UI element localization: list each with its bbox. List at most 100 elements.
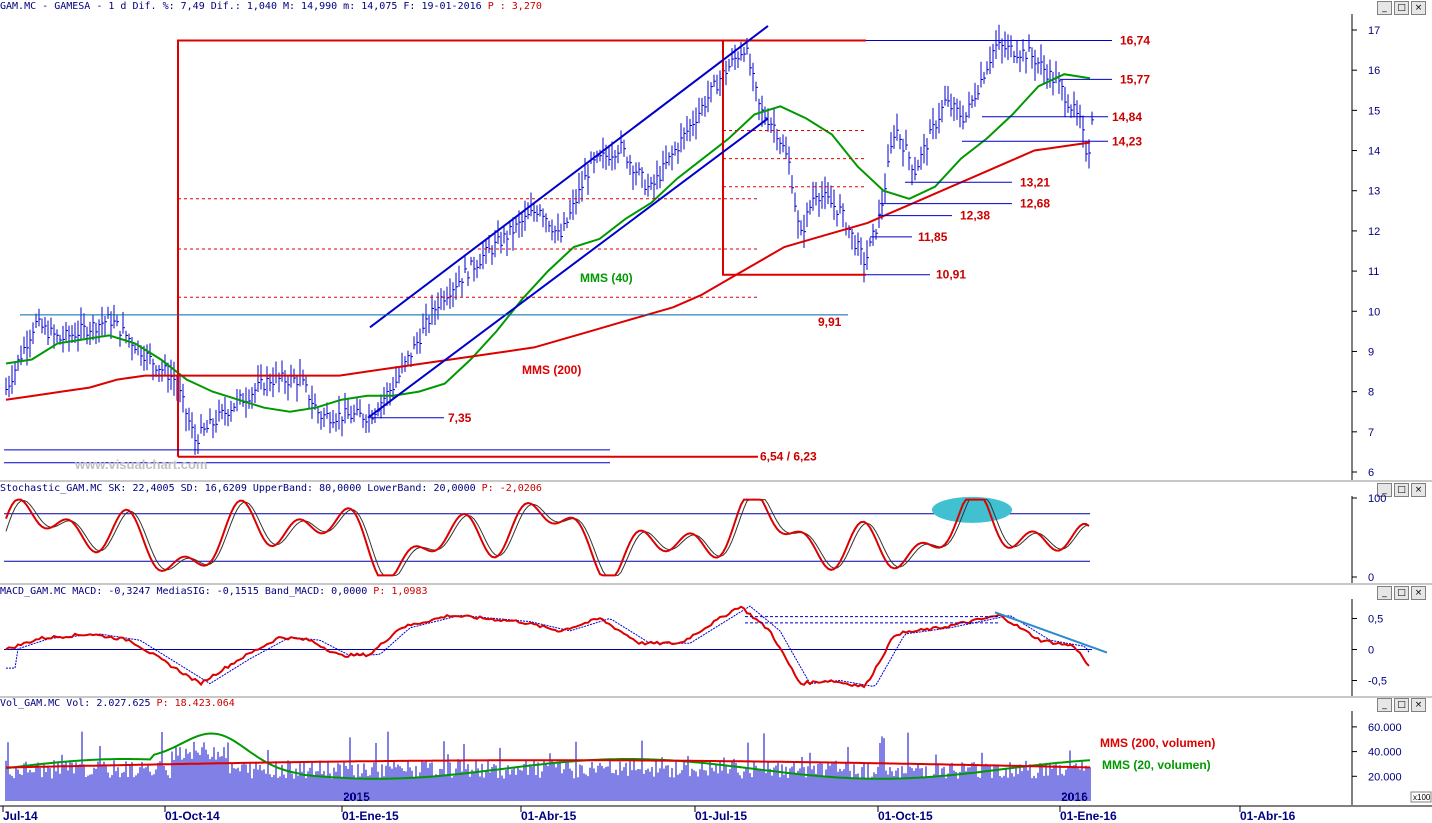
volume-mms20-line — [5, 732, 1091, 780]
price-tick-label: 9 — [1368, 346, 1374, 358]
price-tick-label: 7 — [1368, 427, 1374, 439]
panel-separator — [0, 696, 1432, 698]
price-tick-label: 12 — [1368, 226, 1380, 238]
box-left-red — [177, 39, 866, 457]
series-line-mms200 — [5, 141, 1091, 401]
stochastic-panel-header: Stochastic_GAM.MC SK: 22,4005 SD: 16,620… — [0, 482, 542, 496]
volume-tick-label: 40.000 — [1368, 747, 1402, 759]
unit-label: x100 — [1413, 793, 1431, 802]
series-line-mms40 — [5, 73, 1091, 413]
unit-box — [1410, 791, 1432, 803]
volume-tick-label: 60.000 — [1368, 722, 1402, 734]
close-icon[interactable]: × — [1411, 1, 1426, 15]
volume-mms200-line — [5, 759, 1090, 769]
watermark: www.visualchart.com — [74, 457, 207, 472]
x-tick-label: 01-Abr-16 — [1240, 809, 1296, 823]
macd-line — [5, 605, 1090, 689]
year-label: 2015 — [343, 790, 370, 804]
symbol-label: GAM.MC — [0, 1, 37, 12]
level-label: 14,23 — [1112, 134, 1142, 148]
level-label: 6,54 / 6,23 — [760, 450, 817, 464]
period-label: 1 d — [108, 1, 127, 12]
price-tick-label: 16 — [1368, 65, 1380, 77]
name-label: GAMESA — [54, 1, 91, 12]
maximize-icon[interactable]: □ — [1394, 483, 1409, 497]
stochastic-window-controls: _ □ × — [1377, 483, 1426, 497]
close-icon[interactable]: × — [1411, 698, 1426, 712]
x-tick-label: 01-Oct-15 — [878, 809, 933, 823]
volume-window-controls: _ □ × — [1377, 698, 1426, 712]
price-tick-label: 14 — [1368, 146, 1380, 158]
x-tick-label: Jul-14 — [3, 809, 38, 823]
level-label: 15,77 — [1120, 72, 1150, 86]
x-tick-label: 01-Ene-15 — [342, 809, 399, 823]
macd-p: P: 1,0983 — [373, 586, 428, 597]
minimize-icon[interactable]: _ — [1377, 586, 1392, 600]
stoch-tick-label: 100 — [1368, 493, 1386, 505]
stochastic-title: Stochastic_GAM.MC SK: 22,4005 SD: 16,620… — [0, 483, 476, 494]
level-label: 12,38 — [960, 209, 990, 223]
level-label: 11,85 — [918, 230, 948, 244]
price-bars — [5, 24, 1094, 455]
price-window-controls: _ □ × — [1377, 1, 1426, 15]
price-tick-label: 10 — [1368, 306, 1380, 318]
year-label: 2016 — [1061, 790, 1088, 804]
macd-tick-label: -0,5 — [1368, 676, 1387, 688]
stoch-sk-line — [5, 498, 1090, 577]
channel-lower — [367, 117, 769, 419]
x-tick-label: 01-Abr-15 — [521, 809, 577, 823]
panel-separator — [0, 583, 1432, 585]
stoch-highlight — [932, 496, 1012, 523]
price-tick-label: 15 — [1368, 105, 1380, 117]
maximize-icon[interactable]: □ — [1394, 586, 1409, 600]
box-right-red — [722, 40, 866, 276]
panel-separator — [0, 480, 1432, 482]
x-tick-label: 01-Oct-14 — [165, 809, 220, 823]
maximize-icon[interactable]: □ — [1394, 698, 1409, 712]
price-tick-label: 8 — [1368, 387, 1374, 399]
stoch-sd-line — [5, 499, 1090, 576]
close-icon[interactable]: × — [1411, 586, 1426, 600]
x-tick-label: 01-Jul-15 — [695, 809, 747, 823]
volume-title: Vol_GAM.MC Vol: 2.027.625 — [0, 698, 151, 709]
stochastic-p: P: -2,0206 — [481, 483, 542, 494]
macd-signal-line — [6, 605, 1090, 687]
maximize-icon[interactable]: □ — [1394, 1, 1409, 15]
macd-tick-label: 0,5 — [1368, 614, 1383, 626]
stats-label: Dif. %: 7,49 Dif.: 1,040 M: 14,990 m: 14… — [132, 1, 482, 12]
annotation-mms40: MMS (40) — [580, 271, 633, 285]
price-tick-label: 17 — [1368, 25, 1380, 37]
macd-panel-header: MACD_GAM.MC MACD: -0,3247 MediaSIG: -0,1… — [0, 585, 427, 599]
x-tick-label: 01-Ene-16 — [1060, 809, 1117, 823]
channel-upper — [369, 25, 769, 329]
legend-mms20-volume: MMS (20, volumen) — [1102, 758, 1211, 772]
volume-panel-header: Vol_GAM.MC Vol: 2.027.625 P: 18.423.064 — [0, 697, 235, 711]
minimize-icon[interactable]: _ — [1377, 483, 1392, 497]
macd-title: MACD_GAM.MC MACD: -0,3247 MediaSIG: -0,1… — [0, 586, 368, 597]
price-tick-label: 13 — [1368, 186, 1380, 198]
macd-window-controls: _ □ × — [1377, 586, 1426, 600]
legend-mms200-volume: MMS (200, volumen) — [1100, 736, 1215, 750]
volume-bars — [5, 731, 1091, 801]
volume-p: P: 18.423.064 — [156, 698, 235, 709]
level-label: 10,91 — [936, 268, 966, 282]
price-tick-label: 6 — [1368, 467, 1374, 479]
price-panel-header: GAM.MC - GAMESA - 1 d Dif. %: 7,49 Dif.:… — [0, 1, 542, 12]
minimize-icon[interactable]: _ — [1377, 698, 1392, 712]
level-label: 9,91 — [818, 315, 842, 329]
level-label: 12,68 — [1020, 197, 1050, 211]
level-label: 16,74 — [1120, 33, 1150, 47]
level-label: 14,84 — [1112, 110, 1142, 124]
minimize-icon[interactable]: _ — [1377, 1, 1392, 15]
annotation-mms200: MMS (200) — [522, 363, 581, 377]
level-label: 13,21 — [1020, 175, 1050, 189]
close-icon[interactable]: × — [1411, 483, 1426, 497]
p-value: P : 3,270 — [487, 1, 542, 12]
stoch-tick-label: 0 — [1368, 572, 1374, 584]
volume-tick-label: 20.000 — [1368, 771, 1402, 783]
level-label: 7,35 — [448, 411, 472, 425]
macd-tick-label: 0 — [1368, 645, 1374, 657]
price-tick-label: 11 — [1368, 266, 1379, 278]
macd-trendline — [994, 611, 1108, 654]
